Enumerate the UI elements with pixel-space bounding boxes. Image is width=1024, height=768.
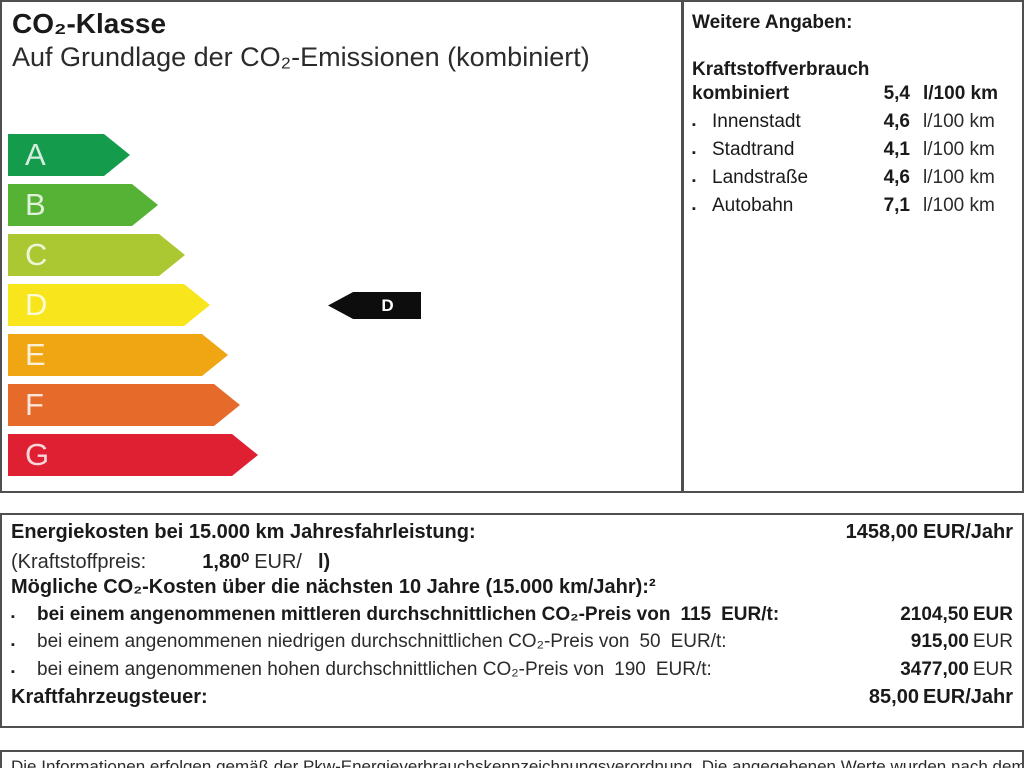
co2-class-letter: D	[25, 287, 48, 322]
kraftstoffverbrauch-heading: Kraftstoffverbrauch	[692, 59, 870, 80]
consumption-value: 4,6	[883, 167, 910, 188]
scenario-text: bei einem angenommenen mittleren durchsc…	[37, 603, 671, 625]
co2-class-bar-e: E	[8, 334, 228, 376]
consumption-row-stadtrand: ▪ Stadtrand 4,1 l/100 km	[692, 139, 1014, 167]
co2-class-bar-f: F	[8, 384, 240, 426]
consumption-unit: l/100 km	[923, 111, 995, 132]
fuel-price-value: 1,80⁰	[202, 550, 250, 573]
consumption-unit: l/100 km	[923, 195, 995, 216]
scenario-price-unit: EUR/t:	[670, 631, 727, 652]
weitere-angaben-panel: Weitere Angaben: Kraftstoffverbrauch kom…	[684, 2, 1022, 491]
consumption-value: 4,6	[883, 111, 910, 132]
bullet-icon: ▪	[692, 147, 696, 159]
consumption-row-combined: kombiniert 5,4 l/100 km	[692, 83, 1014, 111]
co2-class-bar-a: A	[8, 134, 130, 176]
scenario-text: bei einem angenommenen hohen durchschnit…	[37, 658, 605, 680]
co2-class-letter: G	[25, 437, 50, 472]
co2-class-letter: E	[25, 337, 46, 372]
fuel-price-row: (Kraftstoffpreis: 1,80⁰ EUR/ l)	[11, 549, 1013, 577]
co2-costs-heading: Mögliche CO₂-Kosten über die nächsten 10…	[11, 576, 656, 598]
co2-class-letter: B	[25, 187, 46, 222]
bullet-icon: ▪	[692, 175, 696, 187]
co2-class-scale: A B C D E F G	[8, 134, 258, 484]
consumption-label: Landstraße	[712, 167, 809, 188]
bullet-icon: ▪	[11, 666, 15, 679]
co2-class-bar-b: B	[8, 184, 158, 226]
scenario-price-unit: EUR/t:	[655, 658, 712, 680]
energy-costs-value: 1458,00	[845, 521, 918, 543]
vehicle-tax-value: 85,00	[868, 686, 919, 708]
co2-class-subtitle: Auf Grundlage der CO₂-Emissionen (kombin…	[12, 42, 590, 72]
consumption-row-landstrasse: ▪ Landstraße 4,6 l/100 km	[692, 167, 1014, 195]
consumption-unit: l/100 km	[923, 83, 998, 104]
bullet-icon: ▪	[11, 638, 15, 651]
co2-scale-panel: CO₂-Klasse Auf Grundlage der CO₂-Emissio…	[2, 2, 684, 491]
consumption-value: 5,4	[883, 83, 910, 104]
consumption-label: Innenstadt	[712, 111, 801, 132]
bullet-icon: ▪	[692, 119, 696, 131]
co2-costs-heading-row: Mögliche CO₂-Kosten über die nächsten 10…	[11, 576, 1013, 604]
energy-costs-unit: EUR/Jahr	[922, 521, 1013, 543]
scenario-price: 50	[639, 631, 661, 652]
consumption-label: Stadtrand	[712, 139, 795, 160]
co2-class-bar-g: G	[8, 434, 258, 476]
co2-class-letter: F	[25, 387, 44, 422]
co2-class-bar-c: C	[8, 234, 185, 276]
scenario-currency: EUR	[972, 658, 1013, 680]
vehicle-tax-row: Kraftfahrzeugsteuer: 85,00 EUR/Jahr	[11, 686, 1013, 714]
consumption-value: 4,1	[883, 139, 910, 160]
bullet-icon: ▪	[11, 611, 15, 624]
scenario-amount: 915,00	[910, 631, 969, 652]
co2-cost-scenario-mittel: ▪ bei einem angenommenen mittleren durch…	[11, 604, 1013, 632]
energy-costs-row: Energiekosten bei 15.000 km Jahresfahrle…	[11, 521, 1013, 549]
energy-costs-label: Energiekosten bei 15.000 km Jahresfahrle…	[11, 521, 476, 543]
legal-note-section: Die Informationen erfolgen gemäß der Pkw…	[0, 750, 1024, 768]
co2-cost-scenario-niedrig: ▪ bei einem angenommenen niedrigen durch…	[11, 631, 1013, 659]
consumption-label: Autobahn	[712, 195, 794, 216]
fuel-price-prefix: (Kraftstoffpreis:	[11, 550, 147, 573]
scenario-amount: 2104,50	[900, 603, 969, 625]
consumption-row-autobahn: ▪ Autobahn 7,1 l/100 km	[692, 195, 1014, 223]
scenario-amount: 3477,00	[900, 658, 969, 680]
co2-cost-scenario-hoch: ▪ bei einem angenommenen hohen durchschn…	[11, 659, 1013, 687]
co2-class-bar-d: D	[8, 284, 210, 326]
weitere-angaben-heading: Weitere Angaben:	[692, 12, 853, 33]
co2-class-letter: A	[25, 137, 46, 172]
class-indicator-letter: D	[381, 295, 394, 315]
consumption-label: kombiniert	[692, 83, 790, 104]
scenario-price: 115	[680, 603, 712, 625]
scenario-currency: EUR	[972, 603, 1013, 625]
co2-class-section: CO₂-Klasse Auf Grundlage der CO₂-Emissio…	[0, 0, 1024, 493]
scenario-price-unit: EUR/t:	[721, 603, 780, 625]
consumption-value: 7,1	[883, 195, 910, 216]
consumption-unit: l/100 km	[923, 139, 995, 160]
legal-note-text: Die Informationen erfolgen gemäß der Pkw…	[11, 757, 1024, 768]
co2-class-title: CO₂-Klasse	[12, 8, 167, 39]
class-indicator: D	[328, 292, 421, 319]
scenario-text: bei einem angenommenen niedrigen durchsc…	[37, 631, 630, 652]
consumption-row-innenstadt: ▪ Innenstadt 4,6 l/100 km	[692, 111, 1014, 139]
costs-section: Energiekosten bei 15.000 km Jahresfahrle…	[0, 513, 1024, 728]
consumption-unit: l/100 km	[923, 167, 995, 188]
vehicle-tax-unit: EUR/Jahr	[922, 686, 1013, 708]
scenario-price: 190	[614, 658, 646, 680]
vehicle-tax-label: Kraftfahrzeugsteuer:	[11, 686, 208, 708]
co2-class-letter: C	[25, 237, 48, 272]
fuel-price-liter: l)	[317, 550, 331, 573]
fuel-price-currency: EUR/	[254, 550, 302, 573]
bullet-icon: ▪	[692, 203, 696, 215]
scenario-currency: EUR	[972, 631, 1013, 652]
